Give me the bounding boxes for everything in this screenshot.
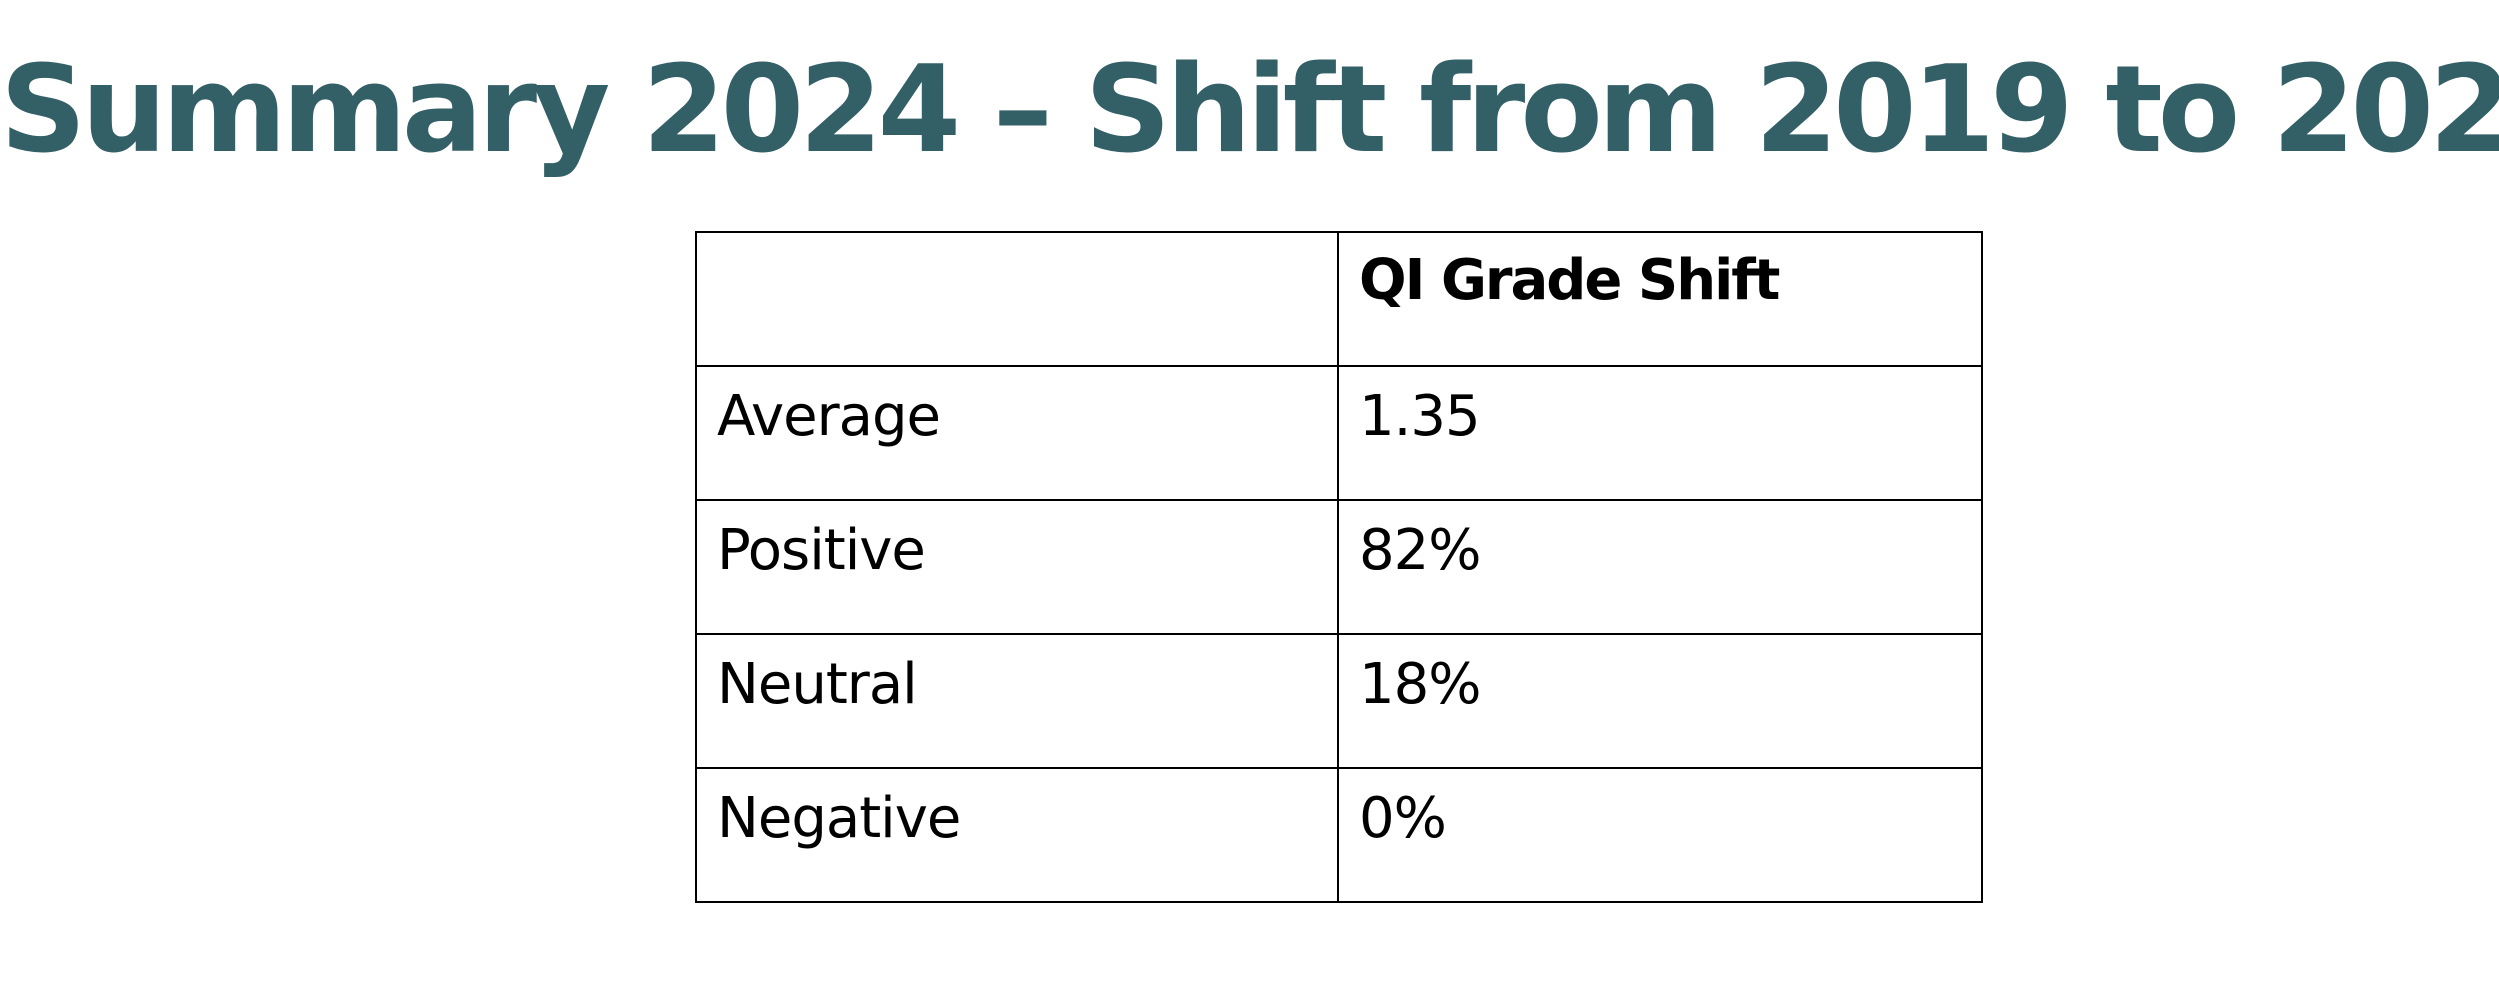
table-row: Neutral 18% — [695, 633, 1983, 769]
page-title: Summary 2024 – Shift from 2019 to 2024 — [0, 41, 2499, 180]
row-label-cell: Average — [695, 365, 1339, 501]
table-row: Negative 0% — [695, 767, 1983, 903]
table-header-cell-qi-grade-shift: QI Grade Shift — [1337, 231, 1983, 367]
row-value: 18% — [1359, 652, 1481, 717]
table-row: Average 1.35 — [695, 365, 1983, 501]
table-row: Positive 82% — [695, 499, 1983, 635]
row-label: Negative — [717, 786, 961, 851]
row-label-cell: Neutral — [695, 633, 1339, 769]
row-value: 1.35 — [1359, 384, 1481, 449]
table-header-row: QI Grade Shift — [695, 231, 1983, 367]
table-header-label — [717, 233, 1337, 253]
row-value: 0% — [1359, 786, 1447, 851]
row-label: Neutral — [717, 652, 918, 717]
row-label-cell: Positive — [695, 499, 1339, 635]
row-label: Positive — [717, 518, 926, 583]
row-value-cell: 18% — [1337, 633, 1983, 769]
table-header-label: QI Grade Shift — [1359, 248, 1780, 313]
row-value-cell: 1.35 — [1337, 365, 1983, 501]
row-label: Average — [717, 384, 941, 449]
row-value: 82% — [1359, 518, 1481, 583]
row-label-cell: Negative — [695, 767, 1339, 903]
row-value-cell: 0% — [1337, 767, 1983, 903]
summary-table: QI Grade Shift Average 1.35 Positive 82%… — [695, 231, 1983, 903]
row-value-cell: 82% — [1337, 499, 1983, 635]
table-header-cell-empty — [695, 231, 1339, 367]
